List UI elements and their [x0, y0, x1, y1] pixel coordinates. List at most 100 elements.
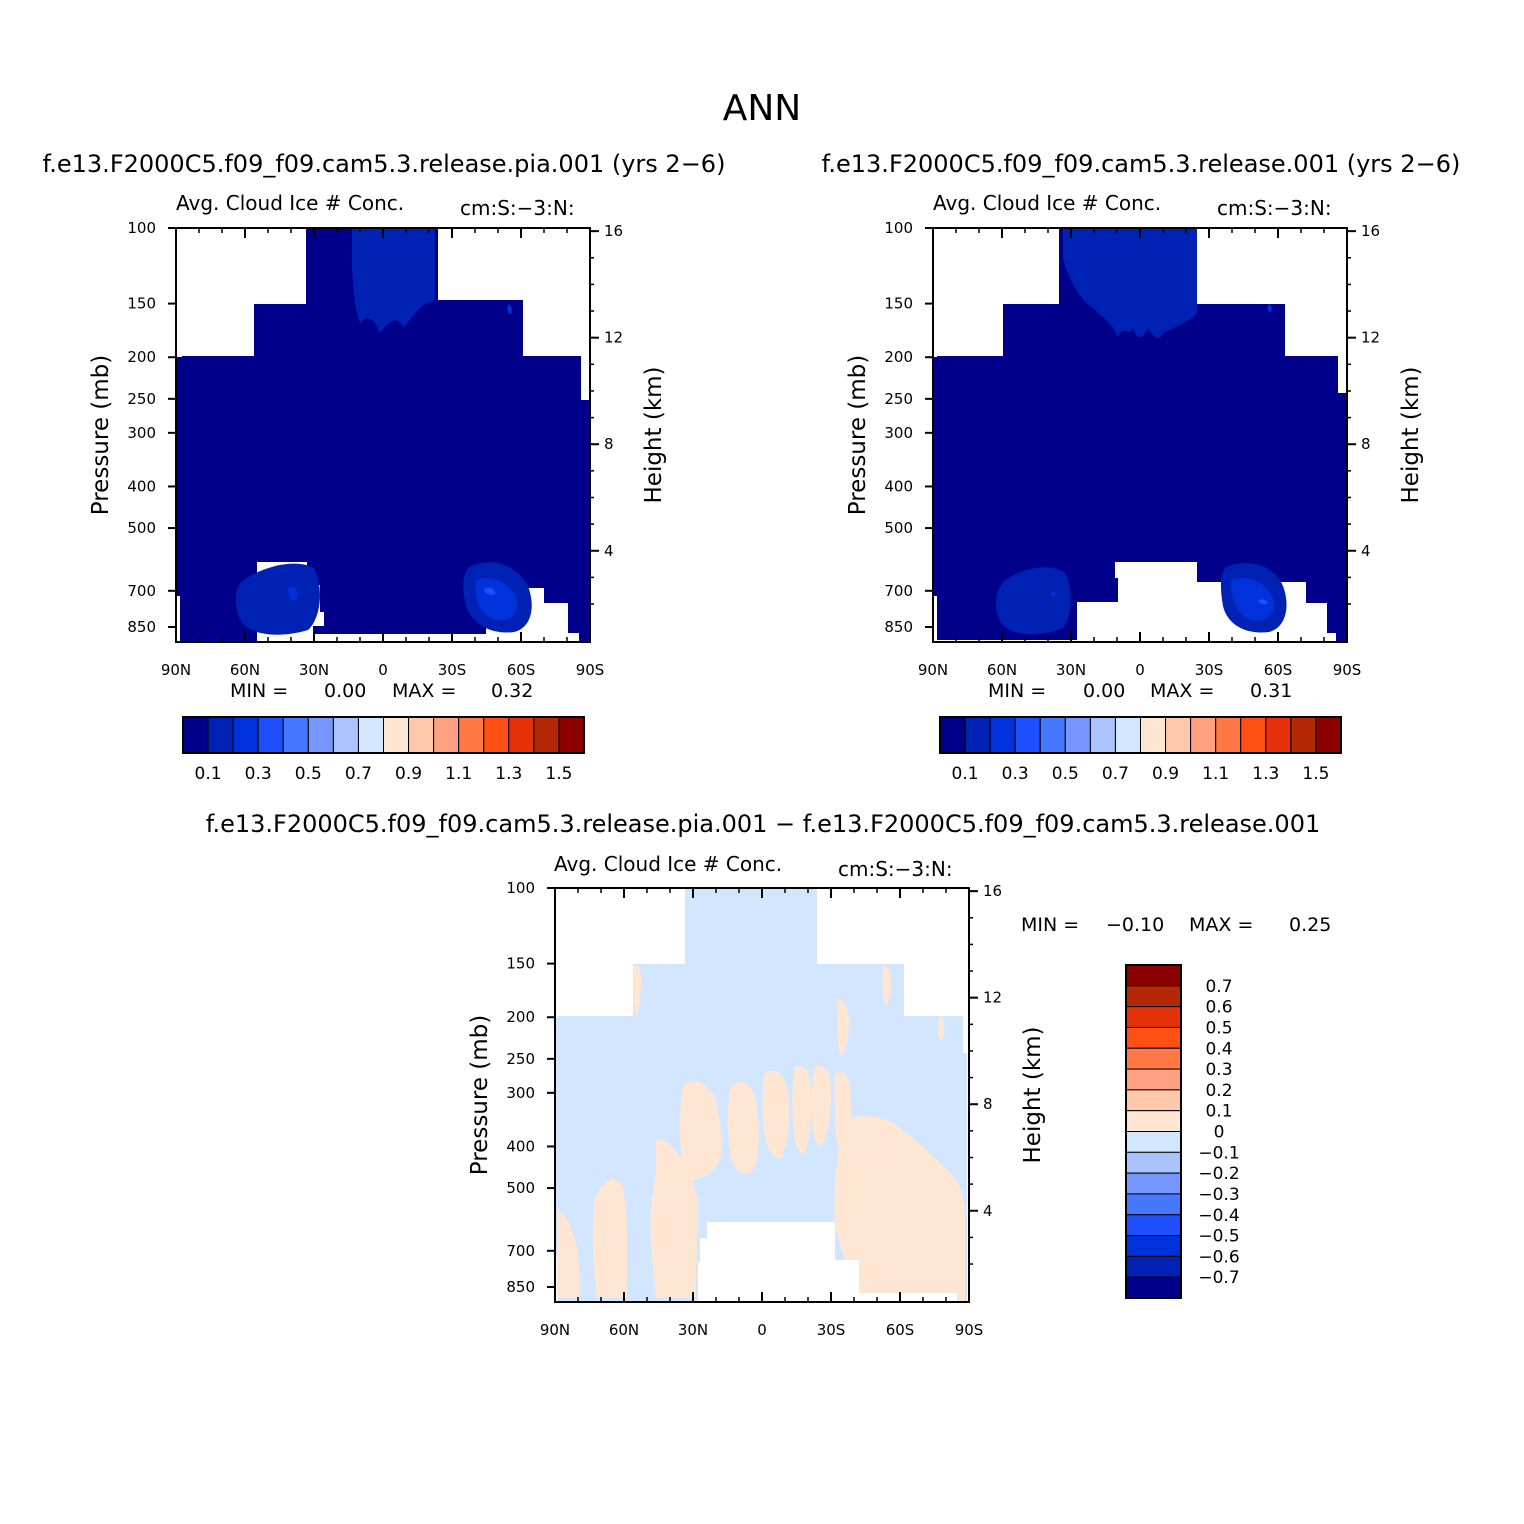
colorbar-label: 1.1: [1202, 764, 1229, 784]
x-tick-label: 30S: [817, 1321, 846, 1339]
colorbar-box: [1125, 1006, 1182, 1028]
colorbar-box: [282, 716, 309, 754]
colorbar-box: [1125, 1068, 1182, 1091]
colorbar-box: [1125, 1172, 1182, 1195]
y-right-tick-label: 8: [983, 1095, 993, 1113]
panel-1-contour-field: [177, 228, 590, 642]
y-tick-label: 400: [884, 477, 913, 495]
colorbar-box: [458, 716, 485, 754]
x-tick-label: 30N: [299, 661, 329, 679]
colorbar-box: [1165, 716, 1192, 754]
y-right-tick-label: 16: [983, 882, 1002, 900]
colorbar-box: [383, 716, 410, 754]
colorbar-box: [939, 716, 966, 754]
y-right-tick-label: 4: [1361, 542, 1371, 560]
colorbar-box: [1039, 716, 1066, 754]
y-tick-label: 700: [127, 582, 156, 600]
x-tick-label: 60N: [987, 661, 1017, 679]
colorbar-box: [1125, 1047, 1182, 1070]
colorbar-label: 0.1: [195, 764, 222, 784]
colorbar-label: −0.2: [1198, 1164, 1239, 1184]
panel-1-colorbar: 0.1 0.3 0.5 0.7 0.9 1.1 1.3 1.5: [182, 716, 585, 784]
colorbar-label: 0.7: [1205, 977, 1232, 997]
y-right-tick-label: 12: [1361, 329, 1380, 347]
x-tick-label: 30S: [438, 661, 467, 679]
panel-2-min-label: MIN =: [988, 680, 1046, 702]
colorbar-label: 0.3: [1205, 1060, 1232, 1080]
y-right-tick-label: 12: [983, 989, 1002, 1007]
panel-3-plot: 90N 60N 30N 0 30S 60S 90S 100 150 200 250 300 400 500…: [467, 879, 1046, 1339]
y-tick-label: 250: [884, 390, 913, 408]
colorbar-box: [1089, 716, 1116, 754]
colorbar-box: [1140, 716, 1167, 754]
colorbar-box: [1125, 1276, 1182, 1299]
colorbar-label: 0.9: [1152, 764, 1179, 784]
x-tick-label: 60N: [230, 661, 260, 679]
y-tick-label: 300: [884, 424, 913, 442]
colorbar-box: [483, 716, 510, 754]
colorbar-label: 0.3: [245, 764, 272, 784]
panel-1-plot: 90N 60N 30N 0 30S 60S 90S 100 150 200 250 300 400 500…: [88, 219, 667, 679]
colorbar-box: [1125, 964, 1182, 987]
panel-2-plot: 90N 60N 30N 0 30S 60S 90S 100 150 200 250 300 400 500…: [845, 219, 1424, 679]
colorbar-box: [1125, 1235, 1182, 1257]
colorbar-label: 0.7: [345, 764, 372, 784]
colorbar-label: 0.5: [1052, 764, 1079, 784]
y-right-tick-label: 4: [604, 542, 614, 560]
colorbar-box: [1014, 716, 1041, 754]
colorbar-label: 0.2: [1205, 1081, 1232, 1101]
colorbar-box: [408, 716, 435, 754]
panel-3-contour-field: [556, 888, 967, 1302]
colorbar-label: 1.3: [495, 764, 522, 784]
x-tick-label: 60S: [507, 661, 536, 679]
colorbar-label: 0.3: [1002, 764, 1029, 784]
x-tick-label: 60S: [1264, 661, 1293, 679]
panel-2: f.e13.F2000C5.f09_f09.cam5.3.release.001…: [822, 150, 1461, 784]
panel-1-ylabel: Pressure (mb): [88, 355, 114, 515]
y-tick-label: 100: [506, 879, 535, 897]
y-tick-label: 400: [127, 477, 156, 495]
colorbar-box: [1315, 716, 1342, 754]
colorbar-label: −0.4: [1198, 1206, 1239, 1226]
x-tick-label: 90S: [576, 661, 605, 679]
panel-1-units: cm:S:−3:N:: [460, 196, 575, 220]
colorbar-label: 0.5: [1205, 1018, 1232, 1038]
panel-2-ylabel: Pressure (mb): [845, 355, 871, 515]
colorbar-box: [1125, 1151, 1182, 1174]
panel-2-min-value: 0.00: [1083, 680, 1125, 702]
y-tick-label: 100: [884, 219, 913, 237]
colorbar-box: [964, 716, 991, 754]
colorbar-label: 0.4: [1205, 1039, 1232, 1059]
y-tick-label: 700: [884, 582, 913, 600]
y-right-tick-label: 8: [604, 435, 614, 453]
y-tick-label: 250: [506, 1050, 535, 1068]
x-tick-label: 60S: [886, 1321, 915, 1339]
y-tick-label: 150: [884, 295, 913, 313]
colorbar-label: 1.5: [545, 764, 572, 784]
panel-1-max-label: MAX =: [392, 680, 456, 702]
y-tick-label: 700: [506, 1242, 535, 1260]
panel-2-stats: MIN = 0.00 MAX = 0.31: [988, 680, 1292, 702]
panel-3-stats: MIN = −0.10 MAX = 0.25: [1021, 914, 1331, 936]
y-right-tick-label: 12: [604, 329, 623, 347]
y-tick-label: 300: [127, 424, 156, 442]
panel-2-max-label: MAX =: [1150, 680, 1214, 702]
panel-3-ylabel-right: Height (km): [1020, 1026, 1046, 1163]
colorbar-label: −0.3: [1198, 1185, 1239, 1205]
colorbar-label: −0.5: [1198, 1227, 1239, 1247]
colorbar-box: [357, 716, 384, 754]
y-tick-label: 200: [127, 348, 156, 366]
colorbar-box: [257, 716, 284, 754]
x-tick-label: 90N: [918, 661, 948, 679]
y-right-tick-label: 8: [1361, 435, 1371, 453]
x-tick-label: 60N: [609, 1321, 639, 1339]
colorbar-box: [307, 716, 334, 754]
colorbar-label: 0.6: [1205, 998, 1232, 1018]
colorbar-box: [508, 716, 535, 754]
x-tick-label: 0: [757, 1321, 767, 1339]
colorbar-label: 0.5: [295, 764, 322, 784]
y-tick-label: 500: [884, 519, 913, 537]
panel-2-axes: 90N 60N 30N 0 30S 60S 90S 100 150 200 250 300 400 500…: [884, 219, 1380, 679]
colorbar-box: [1240, 716, 1267, 754]
